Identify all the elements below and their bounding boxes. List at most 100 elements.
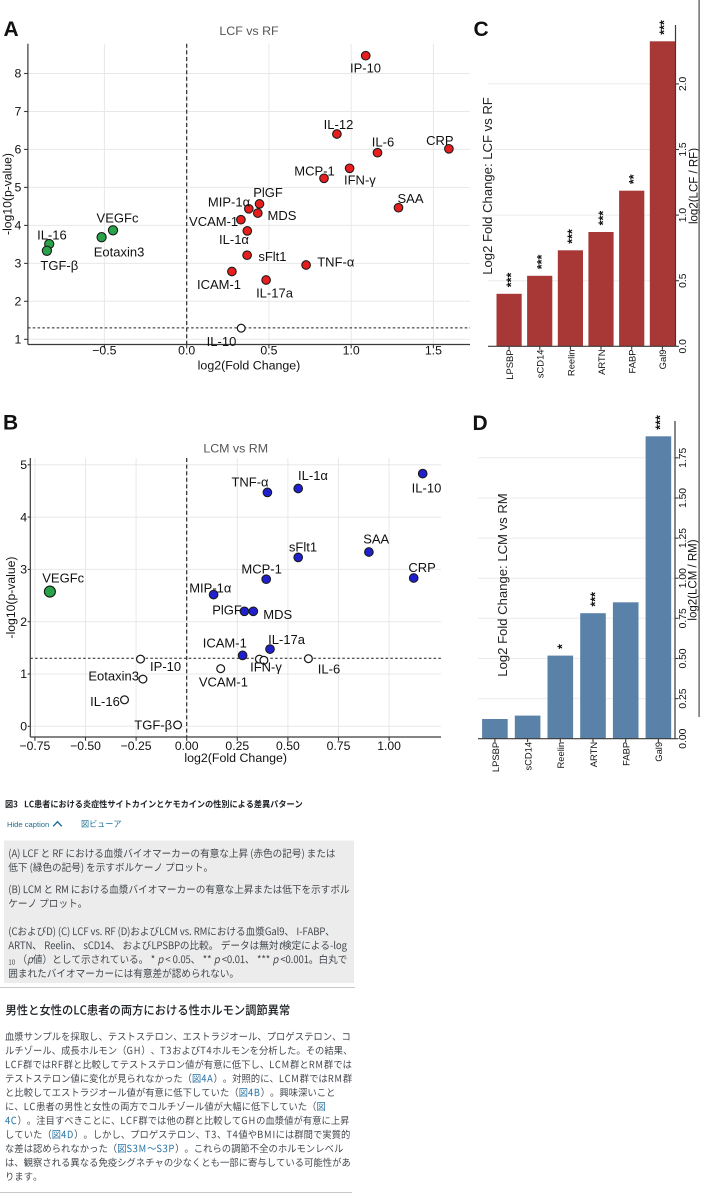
- svg-text:***: ***: [654, 415, 668, 430]
- svg-text:log2(Fold Change): log2(Fold Change): [198, 358, 301, 372]
- svg-text:FABP: FABP: [627, 350, 638, 374]
- svg-text:TNF-α: TNF-α: [231, 475, 269, 490]
- svg-text:IL-1α: IL-1α: [219, 232, 249, 247]
- svg-text:Eotaxin3: Eotaxin3: [88, 669, 139, 684]
- svg-text:2.0: 2.0: [678, 76, 689, 91]
- svg-text:IL-6: IL-6: [318, 661, 340, 676]
- svg-text:0.00: 0.00: [678, 728, 689, 748]
- svg-text:Log2 Fold Change: LCM vs RM: Log2 Fold Change: LCM vs RM: [495, 493, 510, 676]
- svg-text:3: 3: [20, 563, 27, 577]
- svg-text:TNF-α: TNF-α: [317, 255, 355, 270]
- svg-text:VCAM-1: VCAM-1: [199, 675, 248, 690]
- svg-text:-log10(p-value): -log10(p-value): [4, 557, 18, 639]
- svg-text:sCD14: sCD14: [535, 350, 546, 379]
- svg-text:0.75: 0.75: [327, 739, 351, 753]
- svg-text:1.25: 1.25: [678, 528, 689, 548]
- svg-text:log2(LCM / RM): log2(LCM / RM): [688, 539, 700, 620]
- svg-text:0.5: 0.5: [678, 273, 689, 288]
- svg-text:IL-17a: IL-17a: [256, 285, 294, 300]
- svg-text:IL-12: IL-12: [324, 117, 354, 132]
- svg-text:IL-10: IL-10: [412, 481, 442, 496]
- svg-text:Gal9: Gal9: [657, 350, 668, 370]
- svg-text:0: 0: [20, 720, 27, 734]
- svg-text:VEGFc: VEGFc: [42, 570, 84, 585]
- svg-text:IL-6: IL-6: [372, 134, 394, 149]
- svg-text:2: 2: [20, 615, 27, 629]
- svg-text:MDS: MDS: [263, 607, 292, 622]
- svg-text:Eotaxin3: Eotaxin3: [94, 244, 145, 259]
- svg-text:LPSBP: LPSBP: [490, 742, 501, 772]
- svg-text:2: 2: [15, 295, 22, 309]
- svg-text:IP-10: IP-10: [350, 61, 381, 76]
- svg-text:MIP-1α: MIP-1α: [208, 195, 251, 210]
- svg-text:CRP: CRP: [426, 133, 453, 148]
- svg-text:0.50: 0.50: [678, 648, 689, 668]
- svg-text:6: 6: [15, 143, 22, 157]
- svg-text:VCAM-1: VCAM-1: [189, 214, 238, 229]
- svg-text:A: A: [4, 18, 19, 41]
- svg-text:***: ***: [566, 229, 580, 244]
- svg-text:−0.50: −0.50: [70, 739, 101, 753]
- svg-text:PlGF: PlGF: [253, 185, 283, 200]
- svg-text:−0.75: −0.75: [19, 739, 50, 753]
- svg-text:8: 8: [15, 67, 22, 81]
- svg-text:*: *: [556, 644, 570, 649]
- svg-text:1.00: 1.00: [377, 739, 401, 753]
- svg-text:IL-16: IL-16: [90, 694, 120, 709]
- svg-text:MDS: MDS: [268, 208, 297, 223]
- svg-text:1.5: 1.5: [425, 343, 442, 357]
- svg-text:LPSBP: LPSBP: [504, 350, 515, 380]
- svg-text:4: 4: [15, 219, 22, 233]
- svg-text:1.00: 1.00: [678, 568, 689, 588]
- svg-text:**: **: [627, 174, 641, 184]
- svg-text:IFN-γ: IFN-γ: [344, 172, 376, 187]
- svg-text:sCD14: sCD14: [523, 742, 534, 771]
- svg-text:MIP-1α: MIP-1α: [189, 581, 232, 596]
- svg-text:1.5: 1.5: [678, 142, 689, 157]
- svg-text:5: 5: [15, 181, 22, 195]
- svg-text:D: D: [473, 412, 488, 435]
- svg-text:3: 3: [15, 257, 22, 271]
- svg-text:IFN-γ: IFN-γ: [250, 660, 282, 675]
- svg-text:MCP-1: MCP-1: [241, 561, 281, 576]
- svg-text:0.75: 0.75: [678, 608, 689, 628]
- svg-text:B: B: [3, 412, 18, 435]
- svg-text:LCF vs RF: LCF vs RF: [219, 24, 279, 38]
- svg-text:CRP: CRP: [408, 560, 435, 575]
- svg-text:log2(Fold Change): log2(Fold Change): [184, 751, 287, 765]
- svg-text:IP-10: IP-10: [150, 659, 181, 674]
- svg-text:sFlt1: sFlt1: [289, 540, 317, 555]
- svg-text:ARTN: ARTN: [588, 742, 599, 767]
- svg-text:IL-17a: IL-17a: [268, 632, 306, 647]
- svg-text:0.50: 0.50: [276, 739, 300, 753]
- svg-text:***: ***: [588, 592, 602, 607]
- svg-text:1.75: 1.75: [678, 448, 689, 468]
- svg-text:0.0: 0.0: [678, 339, 689, 354]
- svg-text:7: 7: [15, 105, 22, 119]
- svg-text:PlGF: PlGF: [212, 602, 242, 617]
- svg-text:1.0: 1.0: [678, 208, 689, 223]
- svg-text:LCM vs RM: LCM vs RM: [203, 442, 268, 456]
- svg-text:sFlt1: sFlt1: [258, 249, 286, 264]
- svg-text:ICAM-1: ICAM-1: [203, 636, 247, 651]
- svg-text:VEGFc: VEGFc: [97, 210, 139, 225]
- svg-text:−0.25: −0.25: [121, 739, 152, 753]
- svg-text:4: 4: [20, 510, 27, 524]
- svg-text:Reelin: Reelin: [565, 350, 576, 377]
- svg-text:Gal9: Gal9: [653, 742, 664, 762]
- svg-text:1: 1: [20, 667, 27, 681]
- svg-text:0.00: 0.00: [175, 739, 199, 753]
- svg-text:***: ***: [535, 254, 549, 269]
- svg-text:C: C: [474, 18, 489, 41]
- svg-text:−0.5: −0.5: [92, 343, 116, 357]
- svg-text:SAA: SAA: [397, 191, 423, 206]
- svg-text:0.25: 0.25: [678, 688, 689, 708]
- svg-text:FABP: FABP: [621, 742, 632, 766]
- svg-text:ARTN: ARTN: [596, 350, 607, 375]
- svg-text:***: ***: [596, 211, 610, 226]
- svg-text:***: ***: [504, 272, 518, 287]
- svg-text:SAA: SAA: [363, 532, 389, 547]
- svg-text:IL-16: IL-16: [37, 227, 67, 242]
- svg-text:MCP-1: MCP-1: [294, 164, 334, 179]
- svg-text:Hide caption: Hide caption: [7, 820, 49, 829]
